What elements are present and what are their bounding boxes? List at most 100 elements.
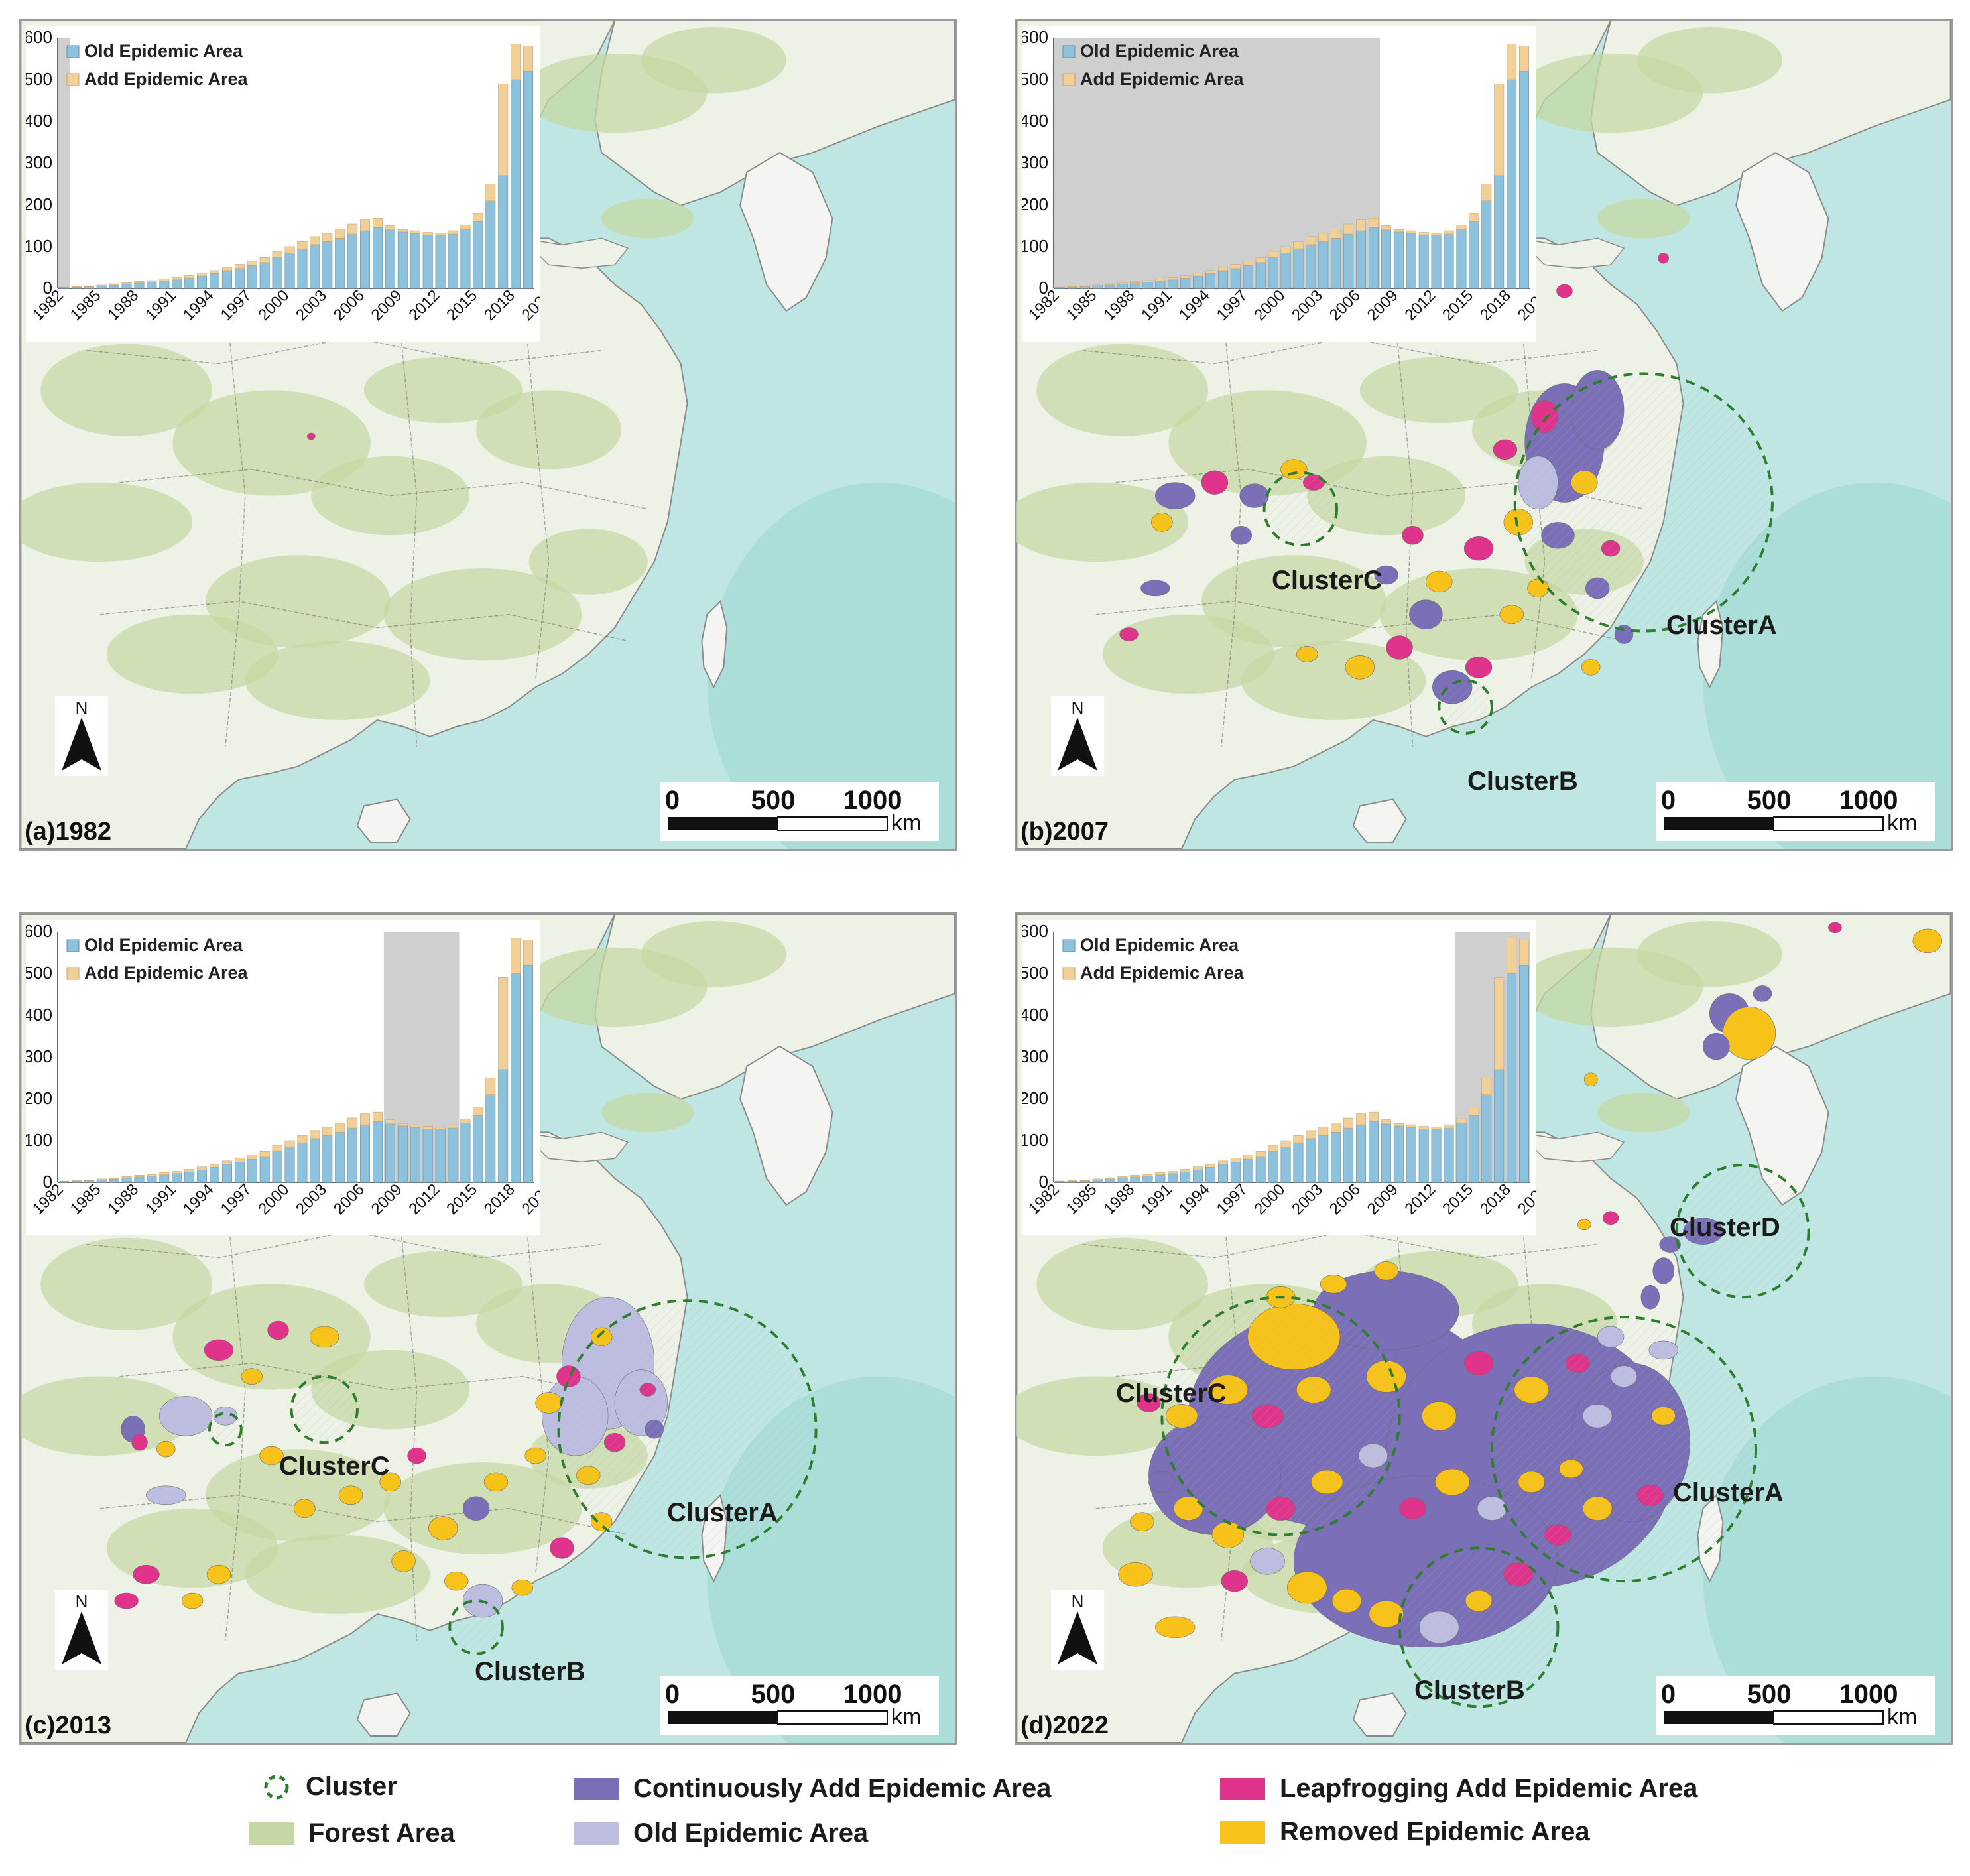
legend-old-label: Old Epidemic Area (84, 935, 243, 955)
old-area-bar (1180, 277, 1191, 289)
removed-patch (156, 1440, 176, 1458)
add-area-bar (1356, 1113, 1367, 1125)
y-tick-label: 100 (26, 1130, 52, 1150)
cluster-circle (1398, 1546, 1560, 1708)
old-area-bar (360, 230, 371, 289)
scale-bar-black (1664, 1711, 1774, 1724)
add-area-bar (1268, 251, 1278, 258)
x-tick-label: 2012 (405, 1180, 443, 1218)
old-area-bar (360, 1124, 371, 1183)
old-area-bar (1418, 1129, 1429, 1183)
add-area-bar (1494, 977, 1505, 1070)
y-tick-label: 300 (1022, 1046, 1048, 1066)
leapfrog-patch (1137, 1393, 1161, 1412)
y-tick-label: 300 (26, 153, 52, 172)
x-tick-label: 2018 (481, 1180, 519, 1218)
leapfrog-patch (1463, 1351, 1494, 1375)
scale-tick-label: 500 (1747, 1680, 1792, 1709)
add-area-bar (1142, 280, 1153, 282)
x-tick-label: 2021 (519, 1180, 540, 1218)
add-area-bar (1431, 1127, 1442, 1130)
cluster-circle (1675, 1164, 1810, 1299)
old-area-bar (385, 1123, 395, 1183)
old-area-bar (109, 284, 119, 289)
add-area-bar (448, 230, 458, 235)
add-area-bar (147, 280, 157, 282)
add-area-bar (197, 273, 208, 277)
forest-area (106, 614, 278, 694)
old-area-bar (397, 231, 408, 289)
old-area-bar (1418, 235, 1429, 289)
add-area-bar (1456, 1118, 1467, 1123)
old-area-bar (109, 1178, 119, 1183)
x-tick-label: 1991 (1138, 286, 1176, 324)
continuous-patch (1148, 1471, 1176, 1493)
forest-area (1201, 555, 1386, 648)
continuous-patch (1230, 526, 1252, 545)
scale-tick-label: 1000 (843, 1680, 902, 1709)
leapfrog-patch (1493, 439, 1518, 460)
continuous-patch (1652, 1257, 1674, 1284)
y-tick-label: 600 (26, 921, 52, 941)
x-tick-label: 2006 (330, 1180, 368, 1218)
shandong-land (1516, 1131, 1625, 1162)
x-tick-label: 2006 (330, 286, 368, 324)
legend-item-continuous: Continuously Add Epidemic Area (574, 1774, 1051, 1804)
scale-unit: km (891, 1704, 921, 1729)
shandong-land (521, 1131, 629, 1162)
province-boundary (1518, 284, 1546, 681)
cluster-label-a: ClusterA (1673, 1478, 1784, 1507)
leapfrog-patch (1556, 284, 1573, 298)
old-area-bar (410, 233, 420, 289)
old-area-bar (1293, 248, 1304, 289)
x-tick-label: 1985 (67, 1180, 105, 1218)
old-area-bar (1142, 1176, 1153, 1183)
legend-add-label: Add Epidemic Area (84, 963, 249, 983)
forest-area (601, 1092, 694, 1133)
old-area-bar (1230, 1162, 1241, 1183)
map-legend: Cluster Forest Area Continuously Add Epi… (0, 1764, 1970, 1876)
old-area-bar (1318, 1135, 1329, 1183)
old-area-bar (221, 270, 232, 289)
korea-land (739, 1045, 833, 1206)
forest-area (1597, 1092, 1690, 1133)
legend-label-cluster: Cluster (306, 1772, 397, 1801)
add-area-bar (1494, 84, 1505, 176)
leapfrog-patch (1221, 1570, 1249, 1592)
add-area-bar (1054, 286, 1065, 288)
add-area-bar (1431, 233, 1442, 236)
old-area-bar (197, 275, 208, 289)
removed-patch (1722, 1007, 1776, 1060)
add-area-bar (1519, 46, 1530, 72)
north-arrow-shape (62, 1611, 101, 1664)
add-area-bar (1444, 230, 1454, 235)
y-tick-label: 200 (26, 1088, 52, 1108)
scale-bar-white (1773, 1710, 1884, 1725)
y-tick-label: 200 (26, 194, 52, 214)
add-area-bar (410, 1124, 420, 1128)
panel-label: (d)2022 (1020, 1712, 1109, 1739)
old-area-bar (422, 1129, 433, 1183)
y-tick-label: 0 (1039, 1172, 1048, 1192)
old-area-bar (96, 285, 107, 289)
legend-old-label: Old Epidemic Area (84, 41, 243, 61)
old-area-bar (473, 221, 483, 289)
add-area-bar (58, 286, 69, 288)
x-tick-label: 2018 (481, 286, 519, 324)
old-area-bar (1331, 1132, 1341, 1183)
old-area-bar (1280, 1147, 1291, 1183)
removed-patch (1155, 1616, 1196, 1639)
old-area-bar (1444, 1127, 1454, 1183)
old_area-patch (159, 1396, 213, 1436)
removed-patch (294, 1499, 316, 1518)
province-boundary (99, 1495, 629, 1536)
removed-patch (1296, 646, 1318, 662)
scale-tick-label: 0 (665, 1680, 680, 1709)
old-area-bar (1481, 1094, 1492, 1183)
old-area-bar (297, 248, 308, 289)
removed-patch (1151, 513, 1173, 532)
removed-patch (391, 1550, 416, 1572)
legend-old-swatch (66, 939, 80, 952)
old-area-bar (1393, 231, 1404, 289)
removed-patch (1426, 570, 1453, 593)
